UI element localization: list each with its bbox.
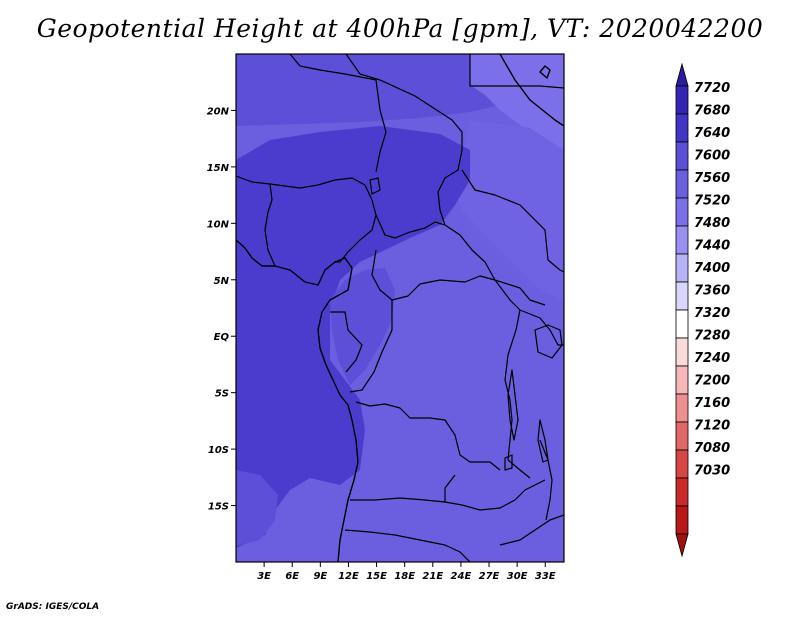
lat-tick-label: 20N (207, 106, 230, 117)
border-congo-gabon (330, 311, 363, 373)
colorbar-swatch (675, 169, 689, 199)
lake-chad (369, 177, 381, 195)
field-east-7520 (455, 120, 564, 300)
border-drc-east (494, 279, 531, 479)
border-sudan-ss (444, 224, 546, 306)
lat-tick-label: EQ (214, 332, 230, 343)
colorbar-swatch (675, 141, 689, 171)
border-congo-drc (349, 300, 393, 393)
colorbar-swatch (675, 421, 689, 451)
lat-tick-label: 15N (207, 163, 230, 174)
colorbar-swatch (675, 449, 689, 479)
latitude-axis: 20N 15N 10N 5N EQ 5S 10S 15S (207, 106, 236, 513)
colorbar-level-label: 7720 (694, 81, 730, 96)
border-chad-sudan (437, 132, 463, 226)
border-zambia (444, 479, 546, 511)
border-egypt-sudan (469, 54, 564, 89)
lon-tick-label: 12E (338, 571, 359, 582)
colorbar-level-label: 7240 (694, 351, 730, 366)
colorbar-level-label: 7600 (694, 149, 730, 164)
colorbar-swatch (675, 365, 689, 395)
colorbar-level-label: 7200 (694, 374, 730, 389)
border-car-south (371, 249, 496, 301)
border-southeast (499, 514, 564, 546)
colorbar-level-label: 7560 (694, 171, 730, 186)
lon-tick-label: 15E (366, 571, 387, 582)
lake-victoria (534, 324, 563, 359)
colorbar-level-label: 7030 (694, 464, 730, 479)
border-sahel-1 (236, 175, 366, 189)
lat-tick-label: 10N (207, 219, 230, 230)
map-outlines (236, 54, 564, 562)
lake-tanganyika (507, 369, 519, 441)
lon-tick-label: 27E (479, 571, 500, 582)
lon-tick-label: 21E (422, 571, 443, 582)
colorbar-level-label: 7360 (694, 284, 730, 299)
colorbar-level-label: 7280 (694, 329, 730, 344)
border-niger-chad (289, 54, 387, 173)
lon-tick-label: 3E (257, 571, 271, 582)
lake-malawi (537, 419, 549, 463)
lon-tick-label: 9E (313, 571, 327, 582)
colorbar-level-label: 7400 (694, 261, 730, 276)
colorbar-level-label: 7440 (694, 239, 730, 254)
border-nigeria (264, 183, 276, 267)
field-southwest-7560 (236, 470, 278, 546)
border-namibia (344, 529, 471, 562)
colorbar-swatch (675, 85, 689, 115)
colorbar-swatch (675, 113, 689, 143)
colorbar-swatch (675, 253, 689, 283)
longitude-axis: 3E 6E 9E 12E 15E 18E 21E 24E 27E 30E 33E (257, 562, 556, 582)
colorbar-level-label: 7080 (694, 441, 730, 456)
coastline-west-africa (236, 239, 359, 562)
map-field (236, 54, 564, 562)
lat-tick-label: 5N (214, 276, 230, 287)
colorbar-level-label: 7320 (694, 306, 730, 321)
lake-mweru (504, 454, 513, 471)
colorbar-swatch (675, 309, 689, 339)
plot-title: Geopotential Height at 400hPa [gpm], VT:… (36, 14, 764, 43)
colorbar-level-label: 7120 (694, 419, 730, 434)
field-congo-7560 (330, 268, 395, 385)
colorbar-swatch (675, 337, 689, 367)
border-cameroon-car (375, 214, 446, 239)
colorbar-swatch (675, 281, 689, 311)
border-angola-drc (355, 401, 501, 471)
border-tanzania (519, 309, 564, 346)
lon-tick-label: 30E (507, 571, 528, 582)
footer-credit: GrADS: IGES/COLA (6, 602, 100, 612)
colorbar-swatch (675, 477, 689, 507)
lat-tick-label: 10S (208, 445, 229, 456)
field-northeast-7480 (470, 54, 564, 160)
colorbar-level-label: 7520 (694, 194, 730, 209)
lon-tick-label: 6E (285, 571, 299, 582)
border-ss-east (461, 169, 564, 273)
colorbar-level-label: 7480 (694, 216, 730, 231)
colorbar-swatch (675, 225, 689, 255)
colorbar-swatch (675, 505, 689, 535)
border-libya-chad (345, 54, 463, 133)
colorbar-swatch (675, 197, 689, 227)
colorbar-swatch (675, 393, 689, 423)
map-frame (235, 53, 565, 563)
colorbar-top-arrow (675, 62, 689, 87)
lon-tick-label: 24E (451, 571, 472, 582)
border-angola-south (350, 474, 456, 503)
colorbar-level-label: 7640 (694, 126, 730, 141)
border-nigeria-cameroon (335, 184, 377, 263)
lon-tick-label: 18E (394, 571, 415, 582)
coastline-red-sea (499, 54, 564, 127)
colorbar-level-label: 7160 (694, 396, 730, 411)
lat-tick-label: 5S (215, 389, 229, 400)
colorbar: 7720 7680 7640 7600 7560 7520 7480 7440 7400 7360… (675, 62, 730, 558)
colorbar-level-label: 7680 (694, 104, 730, 119)
lon-tick-label: 33E (535, 571, 556, 582)
coastline-sinai (539, 65, 551, 79)
lat-tick-label: 15S (208, 502, 229, 513)
border-mozambique (539, 439, 553, 521)
colorbar-bottom-arrow (675, 533, 689, 558)
